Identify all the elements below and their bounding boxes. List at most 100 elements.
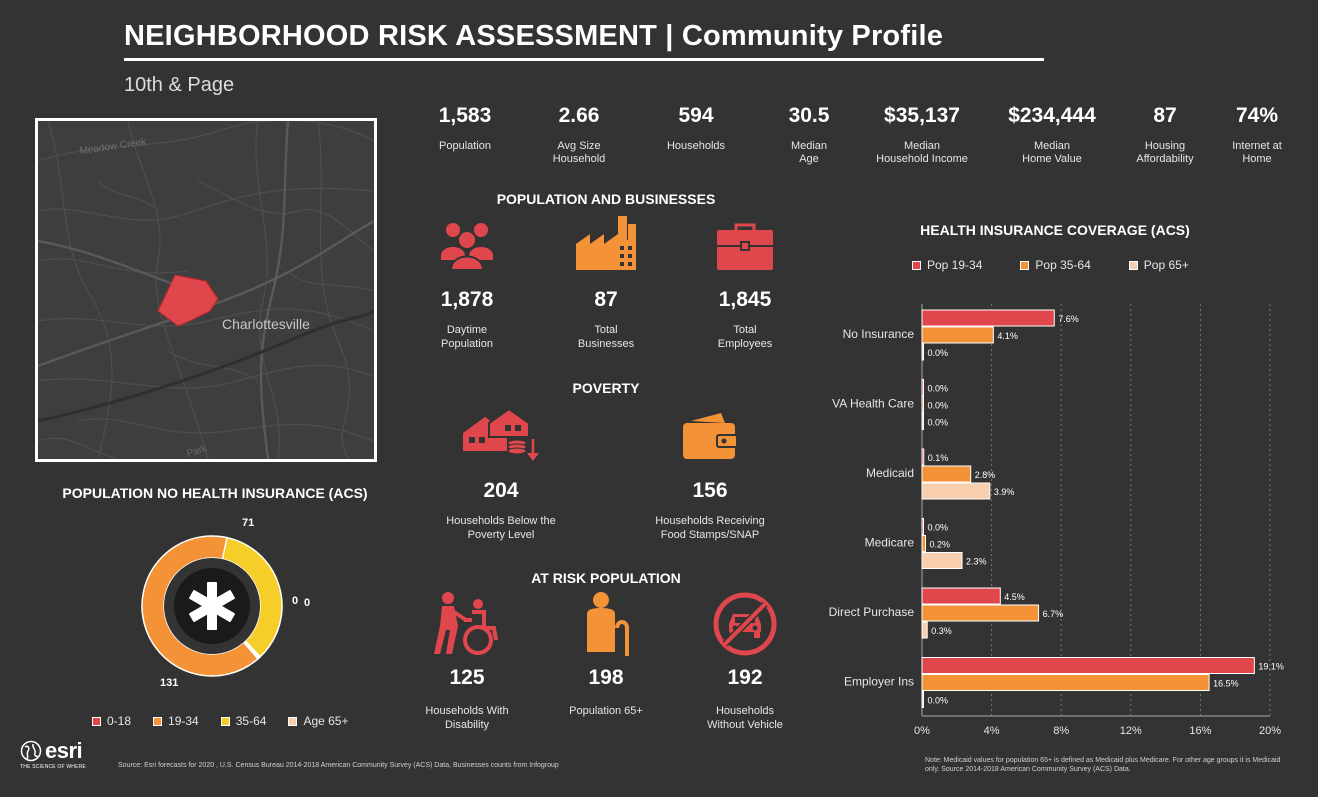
bar-data-label: 0.0% — [928, 418, 949, 428]
factory-icon — [526, 214, 686, 272]
stat-value: 594 — [678, 104, 714, 127]
bar-pop-35-64 — [921, 326, 994, 344]
kpi-households-no-vehicle: 192 Households Without Vehicle — [665, 590, 825, 732]
bar-data-label: 4.1% — [997, 331, 1018, 341]
kpi-households-disability: 125 Households With Disability — [387, 590, 547, 732]
bar-chart-title: HEALTH INSURANCE COVERAGE (ACS) — [920, 222, 1190, 238]
kpi-value: 1,878 — [440, 288, 494, 311]
kpi-value: 198 — [588, 666, 624, 689]
kpi-value: 87 — [594, 288, 618, 311]
map-label-park: Park — [186, 443, 210, 459]
bar-pop-19-34 — [921, 448, 925, 466]
bar-pop-65- — [921, 621, 928, 639]
kpi-value: 156 — [692, 479, 728, 502]
kpi-value: 204 — [483, 479, 519, 502]
page-title: NEIGHBORHOOD RISK ASSESSMENT | Community… — [124, 20, 944, 52]
donut-data-label: 131 — [160, 677, 178, 689]
location-name: 10th & Page — [124, 74, 235, 96]
stat-household-size: 2.66 Avg Size Household — [534, 104, 624, 166]
bar-data-label: 0.1% — [928, 453, 949, 463]
bar-data-label: 0.0% — [928, 348, 949, 358]
bar-pop-19-34 — [921, 379, 924, 396]
bar-chart-legend: Pop 19-34 Pop 35-64 Pop 65+ — [912, 258, 1189, 272]
kpi-households-below-poverty: 204 Households Below the Poverty Level — [421, 405, 581, 542]
bar-data-label: 16.5% — [1213, 679, 1239, 689]
no-vehicle-icon — [665, 590, 825, 658]
stat-label: Median Household Income — [876, 140, 968, 165]
kpi-value: 125 — [449, 666, 485, 689]
esri-tagline: THE SCIENCE OF WHERE — [20, 764, 86, 770]
bar-data-label: 0.0% — [928, 401, 949, 411]
kpi-population-65plus: 198 Population 65+ — [526, 590, 686, 718]
legend-item-pop-35-64: Pop 35-64 — [1020, 258, 1091, 272]
donut-data-label: 0 — [292, 595, 298, 607]
kpi-label: Households Without Vehicle — [707, 705, 783, 731]
legend-item-0-18: 0-18 — [92, 714, 131, 728]
map-label-city: Charlottesville — [222, 316, 310, 332]
stat-label: Housing Affordability — [1136, 140, 1194, 165]
briefcase-icon — [665, 214, 825, 272]
stat-median-home-value: $234,444 Median Home Value — [992, 104, 1112, 166]
bar-data-label: 2.3% — [966, 557, 987, 567]
kpi-value: 1,845 — [718, 288, 772, 311]
stat-households: 594 Households — [651, 104, 741, 153]
x-tick-label: 12% — [1120, 725, 1142, 737]
bar-chart-note: Note: Medicaid values for population 65+… — [925, 757, 1281, 773]
bar-data-label: 7.6% — [1058, 314, 1079, 324]
elderly-cane-icon — [526, 590, 686, 658]
bar-data-label: 2.8% — [975, 470, 996, 480]
stat-label: Households — [666, 140, 726, 152]
globe-icon — [20, 740, 42, 762]
bar-pop-19-34 — [921, 309, 1055, 327]
legend-item-65plus: Age 65+ — [288, 714, 348, 728]
kpi-households-snap: 156 Households Receiving Food Stamps/SNAP — [630, 405, 790, 542]
bar-pop-19-34 — [921, 587, 1001, 605]
neighborhood-boundary — [157, 274, 219, 327]
bar-pop-65- — [921, 552, 963, 569]
bar-data-label: 0.2% — [929, 540, 950, 550]
bar-data-label: 4.5% — [1004, 592, 1025, 602]
area-map[interactable]: Meadow Creek Charlottesville Park — [35, 118, 377, 462]
donut-legend: 0-18 19-34 35-64 Age 65+ — [92, 714, 348, 728]
bar-data-label: 0.0% — [928, 523, 949, 533]
y-category-label: VA Health Care — [832, 397, 914, 411]
x-tick-label: 8% — [1053, 725, 1069, 737]
stat-median-age: 30.5 Median Age — [764, 104, 854, 166]
stat-value: 74% — [1235, 104, 1279, 127]
wallet-icon — [630, 405, 790, 463]
bar-pop-65- — [921, 482, 991, 500]
stat-value: $35,137 — [884, 104, 960, 127]
esri-logo[interactable]: esri THE SCIENCE OF WHERE — [20, 738, 86, 770]
stat-housing-affordability: 87 Housing Affordability — [1120, 104, 1210, 166]
stat-value: $234,444 — [1008, 104, 1096, 127]
stat-label: Median Home Value — [1022, 140, 1082, 165]
x-tick-label: 16% — [1189, 725, 1211, 737]
bar-data-label: 0.0% — [928, 384, 949, 394]
donut-data-label: 71 — [242, 517, 254, 529]
esri-wordmark: esri — [45, 738, 83, 763]
kpi-label: Population 65+ — [569, 705, 643, 717]
donut-data-label: 0 — [304, 597, 310, 609]
poverty-heading: POVERTY — [572, 380, 640, 396]
bar-data-label: 19.1% — [1258, 662, 1284, 672]
stat-label: Population — [439, 140, 491, 152]
bar-pop-35-64 — [921, 396, 924, 413]
kpi-value: 192 — [727, 666, 763, 689]
map-canvas: Meadow Creek Charlottesville Park — [38, 121, 374, 459]
source-note: Source: Esri forecasts for 2020 , U.S. C… — [118, 762, 559, 769]
bar-pop-35-64 — [921, 535, 926, 552]
kpi-label: Total Employees — [717, 324, 773, 350]
bar-pop-19-34 — [921, 518, 924, 535]
bar-pop-65- — [921, 413, 924, 430]
kpi-label: Households Receiving Food Stamps/SNAP — [655, 515, 765, 541]
population-businesses-heading: POPULATION AND BUSINESSES — [496, 191, 716, 207]
donut-heading: POPULATION NO HEALTH INSURANCE (ACS) — [62, 485, 368, 501]
y-category-label: No Insurance — [843, 327, 915, 341]
x-tick-label: 20% — [1259, 725, 1281, 737]
stat-label: Median Age — [790, 140, 828, 165]
insurance-coverage-bar-chart: 0% 4% 8% 12% 16% 20% No Insurance 7.6% 4.1% 0.0% V… — [829, 304, 1284, 737]
stat-value: 2.66 — [558, 104, 600, 127]
stat-internet-at-home: 74% Internet at Home — [1214, 104, 1300, 166]
kpi-label: Total Businesses — [577, 324, 635, 350]
stat-value: 1,583 — [438, 104, 492, 127]
